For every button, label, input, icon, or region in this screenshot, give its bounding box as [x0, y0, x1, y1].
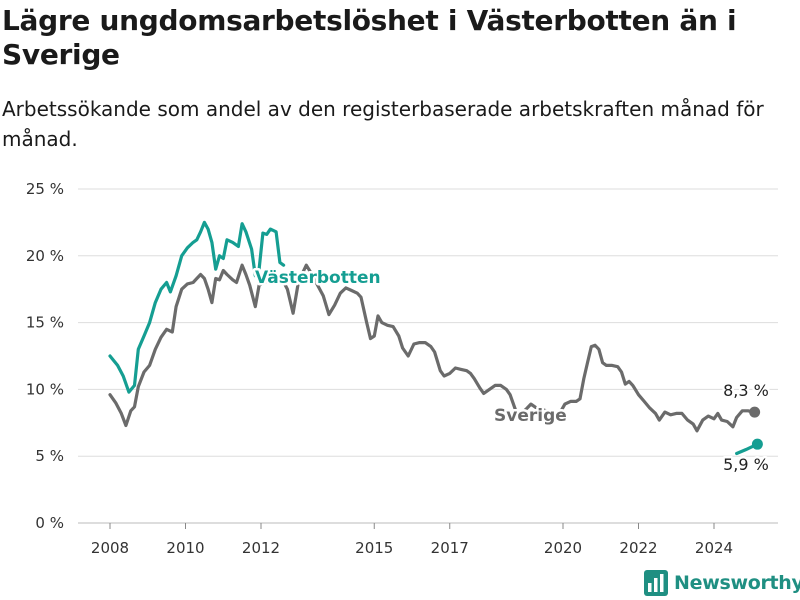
- y-tick-label: 5 %: [35, 447, 64, 465]
- series-line-vsterbotten: [108, 220, 286, 394]
- grid-layer: [78, 188, 778, 524]
- y-tick-label: 0 %: [35, 514, 64, 532]
- y-tick-label: 15 %: [26, 314, 64, 332]
- series-tail-vasterbotten: [735, 442, 760, 456]
- end-label-vasterbotten-halo: 5,9 %: [723, 455, 769, 474]
- x-tick-label: 2008: [91, 539, 129, 557]
- axis-layer: 0 % 5 % 10 % 15 % 20 % 25 % 2008 2010 2012 2015 20…: [26, 180, 733, 557]
- x-tick-label: 2015: [355, 539, 393, 557]
- series-label-sverige: Sverige: [494, 406, 567, 426]
- y-tick-label: 25 %: [26, 180, 64, 198]
- x-tick-label: 2024: [695, 539, 733, 557]
- x-tick-label: 2010: [166, 539, 204, 557]
- end-label-sverige: 8,3 %: [723, 381, 769, 400]
- label-layer: VästerbottenVästerbottenSverigeSverige8,…: [253, 266, 772, 477]
- y-tick-label: 20 %: [26, 247, 64, 265]
- end-label-sverige-halo: 8,3 %: [723, 381, 769, 400]
- x-tick-label: 2022: [619, 539, 657, 557]
- chart-subtitle: Arbetssökande som andel av den registerb…: [2, 97, 764, 151]
- y-tick-label: 10 %: [26, 380, 64, 398]
- x-tick-label: 2017: [431, 539, 469, 557]
- x-tick-label: 2020: [544, 539, 582, 557]
- series-line-sverige: [108, 263, 756, 433]
- brand-logo: Newsworthy: [644, 568, 800, 598]
- chart-title: Lägre ungdomsarbetslöshet i Västerbotten…: [2, 4, 737, 71]
- series-label-vasterbotten: Västerbotten: [255, 268, 381, 288]
- end-point-sverige: [749, 406, 761, 418]
- x-tick-label: 2012: [242, 539, 280, 557]
- series-label-vasterbotten-halo: Västerbotten: [255, 268, 381, 288]
- series-layer: [108, 220, 763, 456]
- brand-name: Newsworthy: [674, 572, 800, 594]
- series-label-sverige-halo: Sverige: [494, 406, 567, 426]
- end-label-vasterbotten: 5,9 %: [723, 455, 769, 474]
- bar-chart-icon: [644, 570, 668, 596]
